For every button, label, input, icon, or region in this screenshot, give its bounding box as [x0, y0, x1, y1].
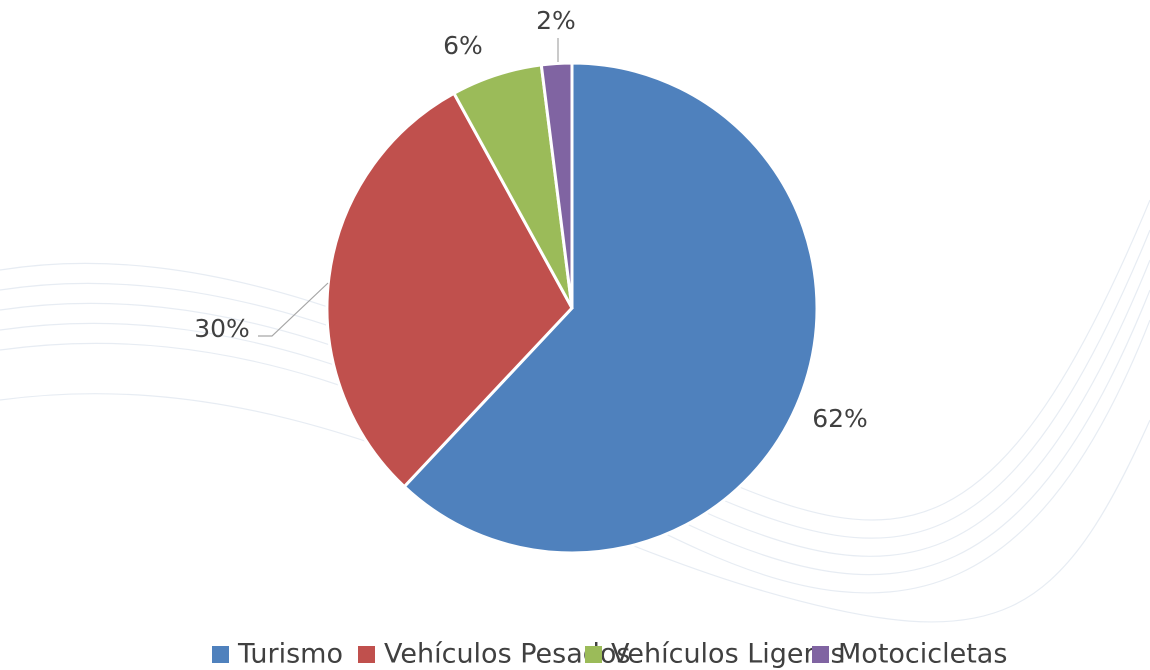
legend-label: Vehículos Ligeros	[611, 639, 845, 670]
legend-swatch	[358, 646, 375, 663]
data-label: 2%	[536, 6, 576, 35]
legend-swatch	[212, 646, 229, 663]
legend-label: Motocicletas	[838, 639, 1007, 670]
leader-line	[258, 282, 329, 337]
data-label: 6%	[443, 31, 483, 60]
data-label: 30%	[194, 314, 250, 343]
legend-swatch	[585, 646, 602, 663]
legend-swatch	[812, 646, 829, 663]
pie-slice	[402, 61, 819, 555]
data-label: 62%	[812, 404, 868, 433]
pie-slice	[539, 61, 574, 309]
pie-slice	[325, 91, 574, 489]
legend-label: Turismo	[237, 639, 343, 670]
